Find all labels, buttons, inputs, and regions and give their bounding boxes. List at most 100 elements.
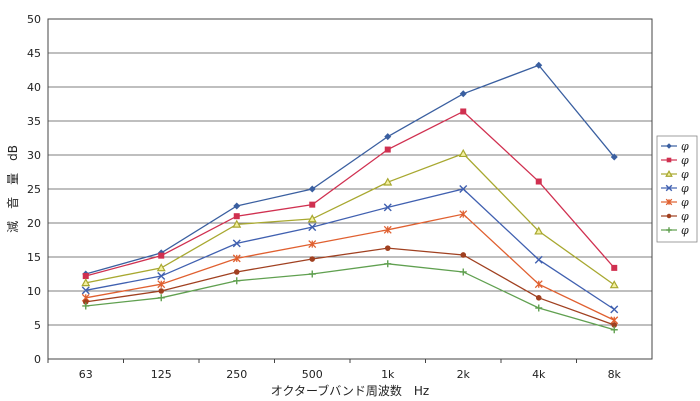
y-tick-label: 50	[27, 13, 41, 26]
data-point	[610, 305, 619, 314]
data-point	[82, 299, 89, 305]
data-point	[308, 185, 316, 193]
data-point	[458, 148, 468, 158]
legend-entry: φ	[661, 154, 689, 167]
data-point	[666, 143, 672, 149]
data-point	[460, 252, 467, 258]
data-point	[534, 255, 543, 264]
series-line	[85, 152, 615, 286]
series-6	[82, 245, 618, 328]
grid	[48, 18, 652, 326]
data-point	[609, 280, 619, 289]
data-point	[383, 177, 393, 186]
data-point	[233, 213, 240, 220]
data-point	[309, 256, 316, 262]
x-tick-label: 1k	[381, 368, 395, 381]
series-line	[85, 188, 615, 310]
data-point	[157, 294, 165, 302]
legend-entry: φ	[661, 210, 689, 223]
series-4	[81, 185, 619, 314]
legend-entry: φ	[661, 196, 689, 209]
data-point	[81, 278, 91, 287]
x-axis-label: オクターブバンド周波数 Hz	[271, 383, 429, 398]
data-point	[233, 269, 240, 275]
y-tick-label: 5	[34, 319, 41, 332]
data-point	[233, 202, 241, 210]
data-point	[460, 108, 467, 115]
data-point	[384, 260, 392, 268]
data-point	[307, 214, 317, 223]
y-tick-label: 10	[27, 285, 41, 298]
legend-label: φ	[681, 210, 689, 223]
y-tick-label: 20	[27, 217, 41, 230]
legend-entry: φ	[661, 168, 689, 181]
data-point	[383, 225, 392, 234]
legend-entry: φ	[661, 140, 689, 153]
legend-label: φ	[681, 140, 689, 153]
x-tick-label: 8k	[608, 368, 622, 381]
data-point	[158, 288, 165, 294]
data-point	[666, 213, 672, 219]
data-point	[535, 61, 543, 69]
data-point	[82, 302, 90, 310]
data-point	[611, 264, 618, 271]
y-tick-label: 30	[27, 149, 41, 162]
data-point	[534, 226, 544, 235]
legend-entry: φ	[661, 224, 689, 237]
data-point	[232, 239, 241, 248]
series-2	[82, 108, 618, 280]
x-tick-label: 500	[302, 368, 323, 381]
data-point	[81, 286, 90, 295]
data-point	[158, 252, 165, 259]
legend-label: φ	[681, 224, 689, 237]
data-point	[309, 201, 316, 208]
y-tick-label: 40	[27, 81, 41, 94]
data-point	[665, 198, 673, 206]
y-axis-label: 減 音 量 dB	[5, 145, 20, 233]
x-tick-label: 2k	[457, 368, 471, 381]
legend-label: φ	[681, 196, 689, 209]
series-line	[85, 110, 615, 277]
legend-label: φ	[681, 154, 689, 167]
data-point	[535, 304, 543, 312]
data-point	[82, 273, 89, 280]
data-point	[535, 178, 542, 185]
series-1	[82, 61, 618, 278]
series-line	[85, 64, 615, 275]
data-point	[308, 270, 316, 278]
x-tick-label: 125	[151, 368, 172, 381]
series-7	[82, 260, 618, 334]
legend-label: φ	[681, 168, 689, 181]
data-point	[459, 210, 468, 219]
series-line	[85, 263, 615, 331]
y-tick-label: 25	[27, 183, 41, 196]
data-point	[384, 146, 391, 153]
data-point	[384, 133, 392, 141]
series-layer	[81, 61, 619, 334]
series-5	[81, 210, 619, 325]
data-point	[534, 280, 543, 289]
data-point	[308, 223, 317, 232]
legend-label: φ	[681, 182, 689, 195]
data-point	[610, 326, 618, 334]
series-line	[85, 247, 615, 326]
series-3	[81, 148, 619, 289]
data-point	[665, 169, 673, 177]
data-point	[156, 263, 166, 272]
x-tick-label: 250	[226, 368, 247, 381]
x-tick-label: 63	[79, 368, 93, 381]
x-tick-label: 4k	[532, 368, 546, 381]
y-tick-label: 15	[27, 251, 41, 264]
data-point	[384, 245, 391, 251]
axes: 0 5 10 15 20 25 30 35 40 45 50 63 125 250 500 1k 2k 4k 8k	[27, 13, 653, 381]
legend-box	[656, 135, 698, 243]
data-point	[665, 184, 673, 192]
data-point	[610, 153, 618, 161]
data-point	[157, 272, 166, 281]
data-point	[459, 90, 467, 98]
data-point	[666, 157, 672, 163]
data-point	[611, 322, 618, 328]
y-tick-label: 45	[27, 47, 41, 60]
